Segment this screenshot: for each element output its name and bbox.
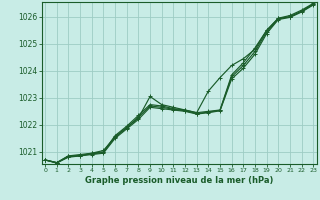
X-axis label: Graphe pression niveau de la mer (hPa): Graphe pression niveau de la mer (hPa) [85, 176, 273, 185]
